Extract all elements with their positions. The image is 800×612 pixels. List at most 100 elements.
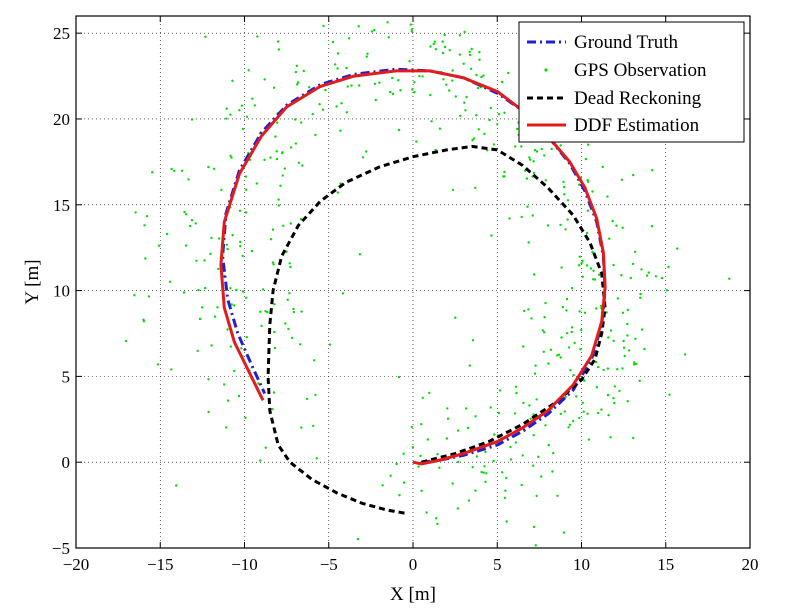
gps-point xyxy=(308,86,311,89)
gps-point xyxy=(237,394,241,398)
gps-point xyxy=(240,347,243,350)
gps-point xyxy=(475,455,479,458)
gps-point xyxy=(559,356,562,359)
gps-point xyxy=(527,308,530,311)
gps-point xyxy=(209,252,212,255)
gps-point xyxy=(238,209,242,212)
gps-point xyxy=(277,48,280,51)
gps-point xyxy=(451,188,455,192)
gps-point xyxy=(345,66,348,70)
gps-point xyxy=(315,457,318,460)
y-axis-label: Y [m] xyxy=(22,259,43,304)
gps-point xyxy=(374,1,376,3)
gps-point xyxy=(464,109,467,112)
gps-point xyxy=(580,329,583,332)
gps-point xyxy=(606,367,610,370)
gps-point xyxy=(592,269,595,272)
gps-point xyxy=(295,9,297,11)
gps-point xyxy=(471,339,475,342)
x-tick-label: 0 xyxy=(409,555,418,574)
gps-point xyxy=(142,318,145,321)
x-tick-label: −10 xyxy=(231,555,258,574)
gps-point xyxy=(559,412,563,416)
gps-point xyxy=(387,36,390,39)
gps-point xyxy=(532,434,535,437)
gps-point xyxy=(535,150,539,153)
x-axis-label: X [m] xyxy=(390,584,436,605)
gps-point xyxy=(475,73,478,77)
gps-point xyxy=(438,127,442,130)
gps-point xyxy=(586,209,590,212)
gps-point xyxy=(144,257,147,260)
gps-point xyxy=(513,412,517,415)
gps-point xyxy=(245,115,249,119)
gps-point xyxy=(535,494,538,498)
gps-point xyxy=(451,79,454,82)
gps-point xyxy=(578,310,581,313)
gps-point xyxy=(622,339,625,343)
gps-point xyxy=(373,82,377,86)
gps-point xyxy=(639,292,642,296)
y-tick-label: 25 xyxy=(53,24,70,43)
gps-point xyxy=(429,45,432,48)
gps-point xyxy=(134,211,137,214)
gps-point xyxy=(638,379,641,382)
gps-point xyxy=(520,145,523,148)
gps-point xyxy=(456,460,460,464)
gps-point xyxy=(493,433,496,436)
gps-point xyxy=(465,95,468,99)
gps-point xyxy=(302,69,305,73)
gps-point xyxy=(276,40,280,43)
gps-point xyxy=(398,494,401,497)
gps-point xyxy=(430,120,433,123)
gps-point xyxy=(515,391,518,395)
gps-point xyxy=(413,91,416,94)
gps-point xyxy=(468,53,472,57)
gps-point xyxy=(346,85,349,88)
gps-point xyxy=(229,154,232,157)
gps-point xyxy=(595,307,598,310)
gps-point xyxy=(441,51,445,55)
gps-point xyxy=(601,165,604,169)
gps-point xyxy=(434,48,437,51)
gps-point xyxy=(151,171,154,174)
gps-point xyxy=(203,259,206,262)
legend-label-ground-truth: Ground Truth xyxy=(574,32,678,53)
gps-point xyxy=(425,511,428,514)
gps-point xyxy=(288,292,291,295)
gps-point xyxy=(570,330,573,334)
gps-point xyxy=(591,250,594,254)
gps-point xyxy=(226,328,229,331)
gps-point xyxy=(621,311,625,314)
gps-point xyxy=(608,237,611,240)
gps-point xyxy=(301,164,304,167)
gps-point xyxy=(299,343,302,346)
gps-point xyxy=(207,378,210,381)
gps-point xyxy=(289,146,293,149)
gps-point xyxy=(276,121,279,124)
gps-point xyxy=(546,224,550,227)
gps-point xyxy=(516,127,519,131)
gps-point xyxy=(224,426,228,429)
gps-point xyxy=(277,204,280,207)
gps-point xyxy=(570,326,574,329)
gps-point xyxy=(451,69,454,72)
x-tick-label: −15 xyxy=(147,555,174,574)
gps-point xyxy=(341,292,345,295)
gps-point xyxy=(640,328,644,331)
gps-point xyxy=(292,307,295,311)
gps-point xyxy=(402,452,405,455)
gps-point xyxy=(611,219,614,223)
gps-point xyxy=(459,114,462,118)
legend: Ground Truth GPS Observation Dead Reckon… xyxy=(518,21,745,143)
gps-point xyxy=(294,142,298,145)
gps-point xyxy=(147,295,151,298)
gps-point xyxy=(296,83,299,86)
gps-point xyxy=(271,261,275,264)
y-tick-label: 20 xyxy=(53,110,70,129)
gps-point xyxy=(462,62,465,65)
gps-point xyxy=(264,310,267,313)
gps-point xyxy=(476,86,480,90)
gps-point xyxy=(275,150,278,153)
